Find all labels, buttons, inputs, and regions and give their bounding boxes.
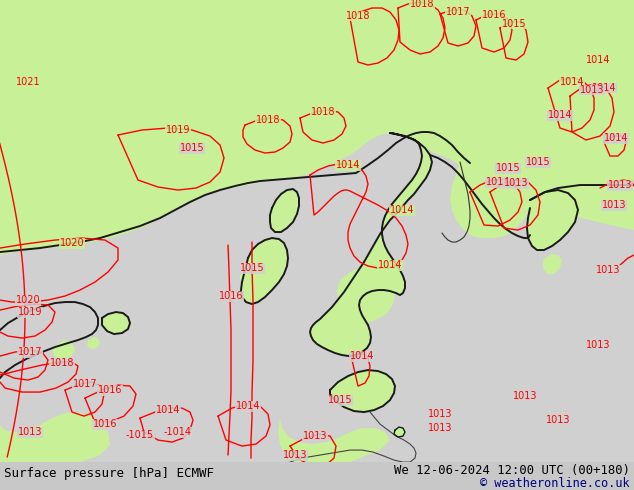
Text: 1013: 1013 [602, 200, 626, 210]
Text: 1013: 1013 [303, 431, 327, 441]
Text: 1014: 1014 [486, 177, 510, 187]
Text: 1014: 1014 [586, 55, 611, 65]
Text: 1014: 1014 [336, 160, 360, 170]
Text: 1013: 1013 [513, 391, 537, 401]
Text: 1018: 1018 [410, 0, 434, 9]
Text: 1013: 1013 [608, 180, 632, 190]
Text: 1014: 1014 [592, 83, 616, 93]
Text: 1015: 1015 [179, 143, 204, 153]
Text: 1018: 1018 [346, 11, 370, 21]
Text: 1020: 1020 [60, 238, 84, 248]
Text: -1015: -1015 [126, 430, 154, 440]
Text: 1017: 1017 [446, 7, 470, 17]
Text: 1013: 1013 [428, 423, 452, 433]
Text: 1019: 1019 [18, 307, 42, 317]
Text: 1014: 1014 [548, 110, 573, 120]
Text: 1016: 1016 [98, 385, 122, 395]
Text: 1013: 1013 [283, 450, 307, 460]
Text: 1013: 1013 [18, 427, 42, 437]
Text: 1015: 1015 [501, 19, 526, 29]
Text: 1019: 1019 [165, 125, 190, 135]
Text: 1014: 1014 [236, 401, 260, 411]
Text: 1014: 1014 [604, 133, 628, 143]
Text: 1013: 1013 [579, 85, 604, 95]
Text: 1016: 1016 [482, 10, 507, 20]
Text: 1016: 1016 [93, 419, 117, 429]
Text: © weatheronline.co.uk: © weatheronline.co.uk [481, 476, 630, 490]
Text: 1018: 1018 [256, 115, 280, 125]
Text: 1013: 1013 [586, 340, 611, 350]
Text: 1014: 1014 [156, 405, 180, 415]
Text: 1013: 1013 [596, 265, 620, 275]
Text: 1017: 1017 [18, 347, 42, 357]
Text: 1014: 1014 [390, 205, 414, 215]
Text: 1015: 1015 [526, 157, 550, 167]
Text: 1015: 1015 [328, 395, 353, 405]
Text: 1018: 1018 [311, 107, 335, 117]
Text: 1016: 1016 [219, 291, 243, 301]
Text: 1014: 1014 [560, 77, 585, 87]
Text: 1018: 1018 [49, 358, 74, 368]
Text: -1014: -1014 [164, 427, 192, 437]
Text: We 12-06-2024 12:00 UTC (00+180): We 12-06-2024 12:00 UTC (00+180) [394, 464, 630, 477]
Text: 1020: 1020 [16, 295, 41, 305]
Text: 1017: 1017 [73, 379, 97, 389]
Text: 1013: 1013 [546, 415, 570, 425]
Text: 1014: 1014 [378, 260, 402, 270]
Text: 1015: 1015 [240, 263, 264, 273]
Text: 1013: 1013 [428, 409, 452, 419]
Text: 1013: 1013 [504, 178, 528, 188]
Text: 1014: 1014 [350, 351, 374, 361]
Text: 1015: 1015 [496, 163, 521, 173]
Text: Surface pressure [hPa] ECMWF: Surface pressure [hPa] ECMWF [4, 466, 214, 480]
Text: 1021: 1021 [16, 77, 41, 87]
